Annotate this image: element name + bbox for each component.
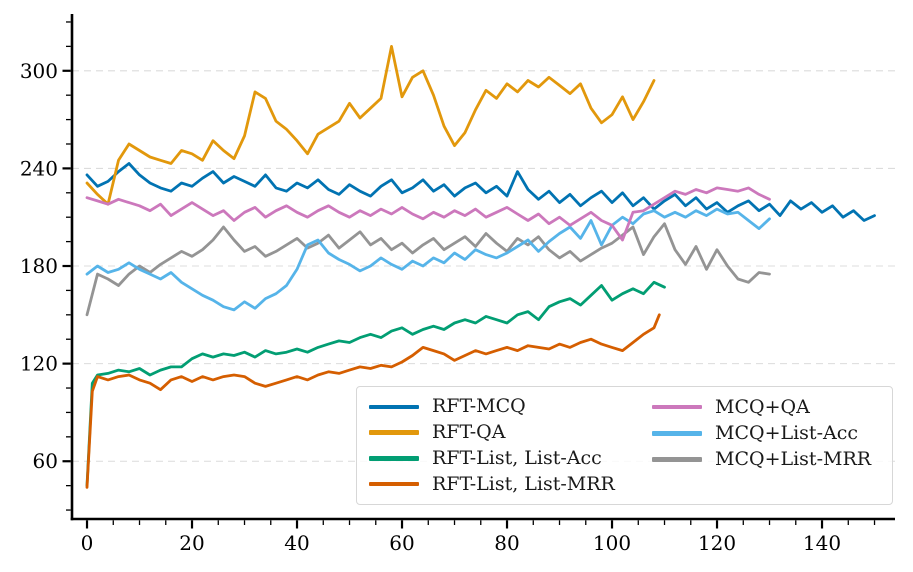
y-tick-label-240: 240 bbox=[20, 156, 58, 180]
series-line-rft-mcq bbox=[85, 162, 876, 222]
x-tick-label-120: 120 bbox=[698, 531, 736, 555]
series-line-mcq-list-mrr bbox=[85, 222, 771, 317]
legend-item-label: RFT-List, List-MRR bbox=[432, 472, 615, 495]
legend-column-1: MCQ+QA MCQ+List-Acc MCQ+List-MRR bbox=[652, 394, 880, 497]
x-tick-label-0: 0 bbox=[81, 531, 94, 555]
legend-item: MCQ+List-MRR bbox=[652, 446, 880, 472]
x-tick-label-140: 140 bbox=[803, 531, 841, 555]
legend-item: RFT-MCQ bbox=[369, 394, 652, 420]
y-tick-label-60: 60 bbox=[33, 449, 58, 473]
series-line-rft-list-list-acc bbox=[85, 280, 666, 487]
legend-item-label: MCQ+List-MRR bbox=[715, 447, 872, 470]
legend-item-label: MCQ+QA bbox=[715, 395, 810, 418]
legend-line-swatch bbox=[369, 481, 419, 487]
series-line-mcq-list-acc bbox=[85, 207, 771, 312]
axes bbox=[62, 14, 895, 529]
legend-item: MCQ+QA bbox=[652, 394, 880, 420]
legend-line-swatch bbox=[369, 404, 419, 410]
x-tick-label-40: 40 bbox=[284, 531, 309, 555]
series-group bbox=[85, 45, 876, 489]
legend: RFT-MCQ RFT-QA RFT-List, List-Acc RFT-List,… bbox=[356, 386, 893, 505]
y-tick-label-300: 300 bbox=[20, 59, 58, 83]
legend-item: RFT-List, List-Acc bbox=[369, 446, 652, 472]
legend-line-swatch bbox=[652, 431, 702, 436]
x-tick-label-60: 60 bbox=[389, 531, 414, 555]
legend-item-label: MCQ+List-Acc bbox=[715, 421, 858, 444]
x-tick-label-80: 80 bbox=[494, 531, 519, 555]
x-tick-label-20: 20 bbox=[179, 531, 204, 555]
legend-item-label: RFT-QA bbox=[432, 421, 506, 444]
series-line-rft-qa bbox=[85, 45, 656, 206]
legend-item-label: RFT-List, List-Acc bbox=[432, 446, 602, 469]
x-tick-label-100: 100 bbox=[593, 531, 631, 555]
legend-item: MCQ+List-Acc bbox=[652, 420, 880, 446]
series-line-rft-list-list-mrr bbox=[85, 313, 661, 489]
legend-column-0: RFT-MCQ RFT-QA RFT-List, List-Acc RFT-List,… bbox=[369, 394, 652, 497]
legend-item: RFT-QA bbox=[369, 420, 652, 446]
series-line-mcq-qa bbox=[85, 186, 771, 242]
y-tick-label-180: 180 bbox=[20, 254, 58, 278]
legend-line-swatch bbox=[652, 457, 702, 462]
y-tick-label-120: 120 bbox=[20, 352, 58, 376]
legend-item-label: RFT-MCQ bbox=[432, 395, 526, 418]
legend-line-swatch bbox=[369, 430, 419, 435]
tick-labels: 0 20 40 60 80 100 120 140 60 120 180 240 300 bbox=[20, 59, 841, 555]
legend-line-swatch bbox=[369, 456, 419, 461]
legend-item: RFT-List, List-MRR bbox=[369, 471, 652, 497]
legend-line-swatch bbox=[652, 404, 702, 410]
